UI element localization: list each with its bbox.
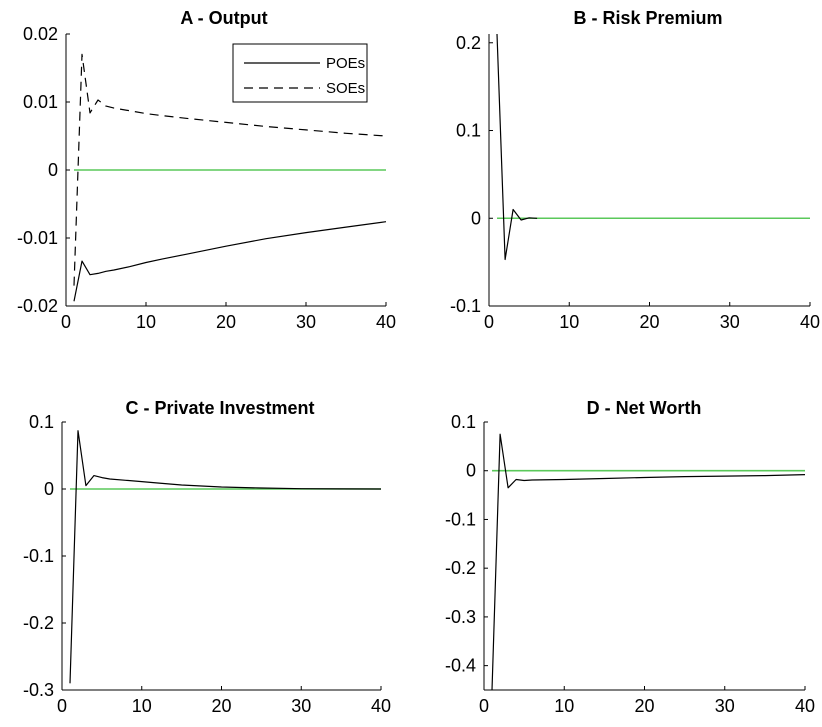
panel-c-x-tick-label: 30 <box>291 696 311 716</box>
panel-a-y-tick-label: -0.01 <box>17 228 58 248</box>
panel-c-y-tick-label: -0.2 <box>23 613 54 633</box>
panel-c-y-tick-label: 0.1 <box>29 412 54 432</box>
panel-d-y-tick-label: 0.1 <box>451 412 476 432</box>
panel-c-y-tick-label: 0 <box>44 479 54 499</box>
panel-a-legend: POEs SOEs <box>232 43 368 103</box>
panel-d-y-tick-label: -0.4 <box>445 656 476 676</box>
panel-b: B - Risk Premium 0 10 20 30 40-0.100.10.2 <box>450 8 820 332</box>
legend-label-soes: SOEs <box>326 80 365 97</box>
panel-c-title: C - Private Investment <box>125 398 314 418</box>
panel-d-y-tick-label: -0.2 <box>445 558 476 578</box>
panel-a-plot: 0 10 20 30 40 -0.02 -0.01 0 0.01 0.02 <box>17 24 396 332</box>
panel-c-y-tick-label: -0.3 <box>23 680 54 700</box>
panel-d-x-tick-label: 20 <box>634 696 654 716</box>
panel-a-y-tick-label: 0.02 <box>23 24 58 44</box>
panel-d-x-tick-label: 0 <box>479 696 489 716</box>
panel-d-y-tick-label: -0.3 <box>445 607 476 627</box>
panel-b-y-tick-label: 0.1 <box>456 121 481 141</box>
panel-c-x-tick-label: 40 <box>371 696 391 716</box>
panel-a-x-tick-label: 30 <box>296 312 316 332</box>
panel-b-x-tick-label: 0 <box>484 312 494 332</box>
panel-a-x-tick-label: 0 <box>61 312 71 332</box>
panel-b-y-tick-label: -0.1 <box>450 296 481 316</box>
panel-d-plot: 0 10 20 30 40 -0.4 -0.3 -0.2 -0.1 0 0.1 <box>445 412 815 716</box>
panel-b-title: B - Risk Premium <box>573 8 722 28</box>
panel-d-x-tick-label: 40 <box>795 696 815 716</box>
panel-c-plot: 0 10 20 30 40 -0.3 -0.2 -0.1 0 0.1 <box>23 412 391 716</box>
panel-b-plot: 0 10 20 30 40-0.100.10.2 <box>450 33 820 332</box>
panel-a: A - Output 0 10 20 30 40-0.02-0.0100.010.02 … <box>17 8 396 332</box>
panel-c-line-series-0 <box>69 430 382 684</box>
panel-a-y-tick-label: -0.02 <box>17 296 58 316</box>
panel-a-x-tick-label: 40 <box>376 312 396 332</box>
panel-d-title: D - Net Worth <box>587 398 702 418</box>
panel-c-x-tick-label: 0 <box>57 696 67 716</box>
panel-c-y-tick-label: -0.1 <box>23 546 54 566</box>
panel-a-line-poes <box>73 221 387 302</box>
panel-d-x-tick-label: 10 <box>554 696 574 716</box>
panel-d-y-tick-label: 0 <box>466 461 476 481</box>
panel-b-x-tick-label: 10 <box>559 312 579 332</box>
panel-b-y-tick-label: 0.2 <box>456 33 481 53</box>
legend-box <box>232 43 368 103</box>
panel-d: D - Net Worth 0 10 20 30 40-0.4-0.3-0.2-0.10… <box>445 398 815 716</box>
panel-a-title: A - Output <box>180 8 267 28</box>
panel-d-y-tick-label: -0.1 <box>445 509 476 529</box>
panel-a-y-tick-label: 0.01 <box>23 92 58 112</box>
panel-b-line-series-0 <box>496 33 538 261</box>
panel-b-x-tick-label: 30 <box>720 312 740 332</box>
legend-label-poes: POEs <box>326 55 365 72</box>
panel-a-line-soes <box>73 53 387 286</box>
panel-d-x-tick-label: 30 <box>715 696 735 716</box>
panel-c-x-tick-label: 10 <box>132 696 152 716</box>
panel-b-x-tick-label: 20 <box>639 312 659 332</box>
panel-a-y-tick-label: 0 <box>48 160 58 180</box>
panel-d-line-series-0 <box>491 433 806 691</box>
panel-c-x-tick-label: 20 <box>211 696 231 716</box>
panel-b-x-tick-label: 40 <box>800 312 820 332</box>
panel-a-x-tick-label: 20 <box>216 312 236 332</box>
panel-a-x-tick-label: 10 <box>136 312 156 332</box>
panel-c: C - Private Investment 0 10 20 30 40 -0.3 -0.2… <box>23 398 391 716</box>
panel-b-y-tick-label: 0 <box>471 208 481 228</box>
